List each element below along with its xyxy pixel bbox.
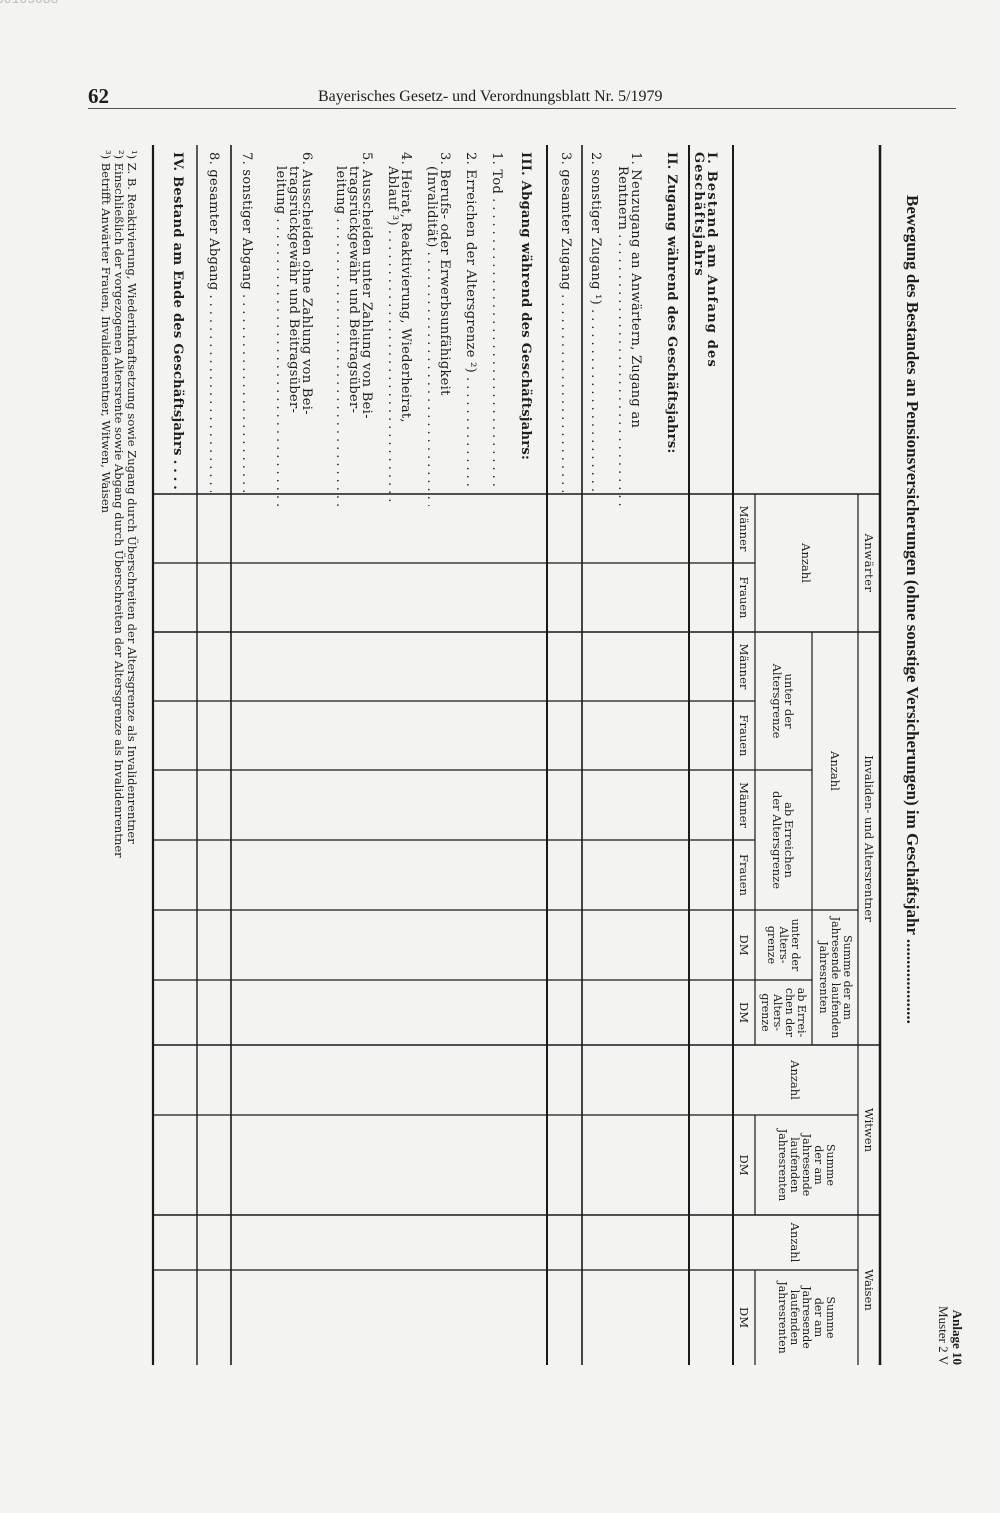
dot-leader: ...................................... (334, 218, 347, 506)
header-anwaerter: Anwärter (862, 533, 876, 593)
row-gesamter-abgang: 8. gesamter Abgang......................… (206, 152, 221, 492)
dot-leader: ...................................... (425, 251, 438, 506)
row-bestand-ende-label: IV. Bestand am Ende des Geschäftsjahrs (170, 152, 185, 456)
header-dm: DM (737, 934, 751, 956)
dot-leader: ...................................... (274, 218, 287, 506)
header-frauen: Frauen (737, 714, 751, 757)
dot-leader: ...................................... (240, 294, 253, 492)
dot-leader: ...................................... (386, 229, 399, 506)
row-ausscheiden-ohne-line2: tragsrückgewähr und Beitragsüber- (286, 166, 301, 414)
page-number: 62 (88, 84, 109, 108)
header-invaliden: Invaliden- und Altersrentner (862, 755, 876, 922)
dot-leader: ...................................... (559, 294, 572, 492)
dot-leader: ...................................... (464, 377, 477, 492)
header-dm: DM (737, 1002, 751, 1023)
row-heirat: Ablauf ³)...............................… (385, 152, 400, 506)
row-heirat-line1: 4. Heirat, Reaktivierung, Wiederheirat, (398, 152, 413, 423)
header-waisen: Waisen (862, 1269, 876, 1311)
header-witwen-summe: Summe der am Jahresende laufenden Jahres… (776, 1128, 838, 1202)
row-invaliditaet-line2: (Invalidität) (424, 166, 439, 248)
row-altersgrenze-label: 2. Erreichen der Altersgrenze ²) (463, 152, 478, 374)
row-sonstiger-zugang-label: 2. sonstiger Zugang ¹) (588, 152, 603, 306)
row-gesamter-zugang: 3. gesamter Zugang......................… (558, 152, 573, 492)
row-ausscheiden-mit-line2: tragsrückgewähr und Beitragsüber- (346, 166, 361, 414)
header-witwen: Witwen (862, 1108, 876, 1152)
header-summe-ab: ab Errei- chen der Alters- grenze (759, 987, 809, 1038)
footnote-2: ²) Einschließlich der vorgezogenen Alter… (112, 150, 126, 858)
row-ausscheiden-ohne: leitung.................................… (273, 152, 288, 506)
dot-leader: ...................................... (616, 234, 629, 506)
scan-id: 00105088 (0, 0, 58, 7)
section-zugang: II. Zugang während des Geschäftsjahrs: (664, 152, 679, 454)
header-witwen-anzahl: Anzahl (788, 1060, 803, 1100)
header-maenner: Männer (737, 505, 751, 552)
row-neuzugang-line2: Rentnern (615, 166, 630, 231)
row-gesamter-zugang-label: 3. gesamter Zugang (558, 152, 573, 291)
footnote-1: ¹) Z. B. Reaktivierung, Wiederinkraftset… (125, 150, 139, 844)
row-ausscheiden-ohne-line1: 6. Ausscheiden ohne Zahlung von Bei- (299, 152, 314, 415)
header-anwaerter-anzahl: Anzahl (799, 543, 814, 583)
header-summe-unter: unter der Alters- grenze (765, 918, 803, 972)
row-neuzugang-line1: 1. Neuzugang an Anwärtern, Zugang an (628, 152, 643, 429)
row-bestand-ende: IV. Bestand am Ende des Geschäftsjahrs..… (170, 152, 185, 492)
header-unter-altersgrenze: unter der Altersgrenze (770, 663, 797, 739)
footnote-3: ³) Betrifft Anwärter Frauen, Invalidenre… (99, 150, 113, 514)
row-ausscheiden-ohne-line3: leitung (273, 166, 288, 215)
row-heirat-line2: Ablauf ³) (385, 166, 400, 226)
dot-leader: ...................................... (589, 309, 602, 492)
header-waisen-anzahl: Anzahl (788, 1222, 803, 1263)
row-tod-label: 1. Tod (489, 152, 504, 195)
row-gesamter-abgang-label: 8. gesamter Abgang (206, 152, 221, 291)
header-frauen: Frauen (737, 576, 751, 619)
header-maenner: Männer (737, 782, 751, 828)
dot-leader: ...................................... (207, 294, 220, 492)
header-dm: DM (737, 1307, 751, 1328)
dot-leader: ...................................... (171, 460, 184, 492)
row-tod: 1. Tod..................................… (489, 152, 504, 492)
dot-leader: ...................................... (490, 198, 503, 492)
header-frauen: Frauen (737, 854, 751, 896)
header-dm: DM (737, 1154, 751, 1176)
row-ausscheiden-mit-line3: leitung (333, 166, 348, 215)
header-invaliden-anzahl: Anzahl (828, 751, 842, 791)
row-sonstiger-abgang: 7. sonstiger Abgang.....................… (239, 152, 254, 492)
running-head: Bayerisches Gesetz- und Verordnungsblatt… (318, 88, 663, 105)
header-ab-altersgrenze: ab Erreichen der Altersgrenze (770, 790, 797, 890)
row-invaliditaet: (Invalidität)...........................… (424, 152, 439, 506)
row-invaliditaet-line1: 3. Berufs- oder Erwerbsunfähigkeit (437, 152, 452, 396)
row-sonstiger-abgang-label: 7. sonstiger Abgang (239, 152, 254, 290)
row-neuzugang: Rentnern................................… (615, 152, 630, 506)
header-maenner: Männer (737, 643, 751, 690)
row-ausscheiden-mit: leitung.................................… (333, 152, 348, 506)
header-rule (88, 108, 956, 109)
header-waisen-summe: Summe der am Jahresende laufenden Jahres… (776, 1281, 838, 1354)
row-bestand-anfang: I. Bestand am Anfang des Geschäftsjahrs (691, 152, 719, 369)
row-sonstiger-zugang: 2. sonstiger Zugang ¹)..................… (588, 152, 603, 492)
section-abgang: III. Abgang während des Geschäftsjahrs: (518, 152, 533, 461)
row-altersgrenze: 2. Erreichen der Altersgrenze ²)........… (463, 152, 478, 492)
header-summe-invaliden: Summe der am Jahresende laufenden Jahres… (817, 916, 854, 1039)
row-ausscheiden-mit-line1: 5. Ausscheiden unter Zahlung von Bei- (359, 152, 374, 419)
